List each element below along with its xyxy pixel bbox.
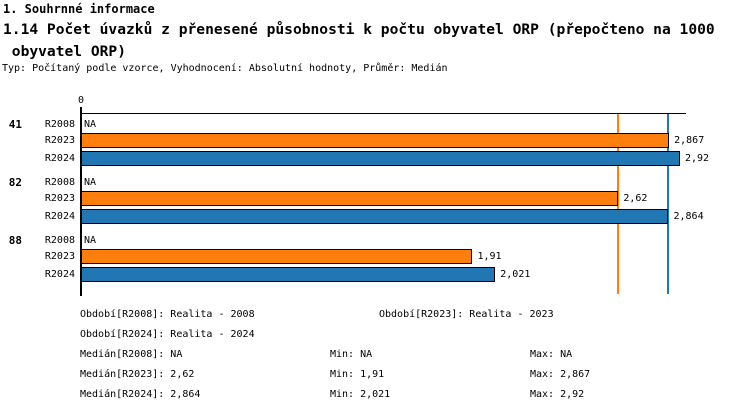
- bar-value-label: 2,864: [673, 211, 704, 222]
- legend-period-r2008: Období[R2008]: Realita - 2008: [80, 309, 255, 320]
- axis-zero-label: 0: [77, 95, 85, 106]
- group-label: 88: [8, 234, 22, 247]
- bar-value-label: 1,91: [477, 251, 502, 262]
- bar-value-label: 2,021: [500, 269, 531, 280]
- group-label: 82: [8, 176, 22, 189]
- group-label: 41: [8, 118, 22, 131]
- row-label: R2023: [44, 135, 75, 146]
- legend-period-r2023: Období[R2023]: Realita - 2023: [379, 309, 554, 320]
- legend-max-r2023: Max: 2,867: [530, 369, 591, 380]
- x-axis-line: [80, 113, 686, 114]
- row-label: R2023: [44, 193, 75, 204]
- legend-median-r2008: Medián[R2008]: NA: [80, 349, 183, 360]
- bar-r2024: [80, 209, 669, 224]
- bar-r2024: [80, 151, 680, 166]
- row-label: R2024: [44, 269, 75, 280]
- row-label: R2024: [44, 211, 75, 222]
- y-axis-line: [80, 107, 82, 296]
- indicator-meta: Typ: Počítaný podle vzorce, Vyhodnocení:…: [2, 63, 448, 74]
- row-label: R2008: [44, 119, 75, 130]
- bar-na-label: NA: [84, 235, 97, 246]
- bar-na-label: NA: [84, 177, 97, 188]
- row-label: R2008: [44, 177, 75, 188]
- bar-r2023: [80, 191, 619, 206]
- bar-chart: 0 41 R2008 NA R2023 2,867 R2024 2,92 82 R2008 NA R…: [0, 90, 750, 305]
- median-line-r2024: [667, 114, 669, 294]
- bar-value-label: 2,62: [623, 193, 648, 204]
- legend-median-r2024: Medián[R2024]: 2,864: [80, 389, 201, 400]
- section-title: 1. Souhrnné informace: [3, 2, 155, 16]
- row-label: R2008: [44, 235, 75, 246]
- row-label: R2024: [44, 153, 75, 164]
- bar-r2023: [80, 249, 473, 264]
- legend-max-r2024: Max: 2,92: [530, 389, 585, 400]
- bar-value-label: 2,867: [674, 135, 705, 146]
- legend-median-r2023: Medián[R2023]: 2,62: [80, 369, 195, 380]
- legend-min-r2024: Min: 2,021: [330, 389, 391, 400]
- bar-r2023: [80, 133, 670, 148]
- legend-min-r2008: Min: NA: [330, 349, 373, 360]
- bar-na-label: NA: [84, 119, 97, 130]
- row-label: R2023: [44, 251, 75, 262]
- bar-value-label: 2,92: [685, 153, 710, 164]
- legend-max-r2008: Max: NA: [530, 349, 573, 360]
- bar-r2024: [80, 267, 496, 282]
- legend-period-r2024: Období[R2024]: Realita - 2024: [80, 329, 255, 340]
- indicator-title: 1.14 Počet úvazků z přenesené působnosti…: [3, 21, 715, 60]
- legend-min-r2023: Min: 1,91: [330, 369, 385, 380]
